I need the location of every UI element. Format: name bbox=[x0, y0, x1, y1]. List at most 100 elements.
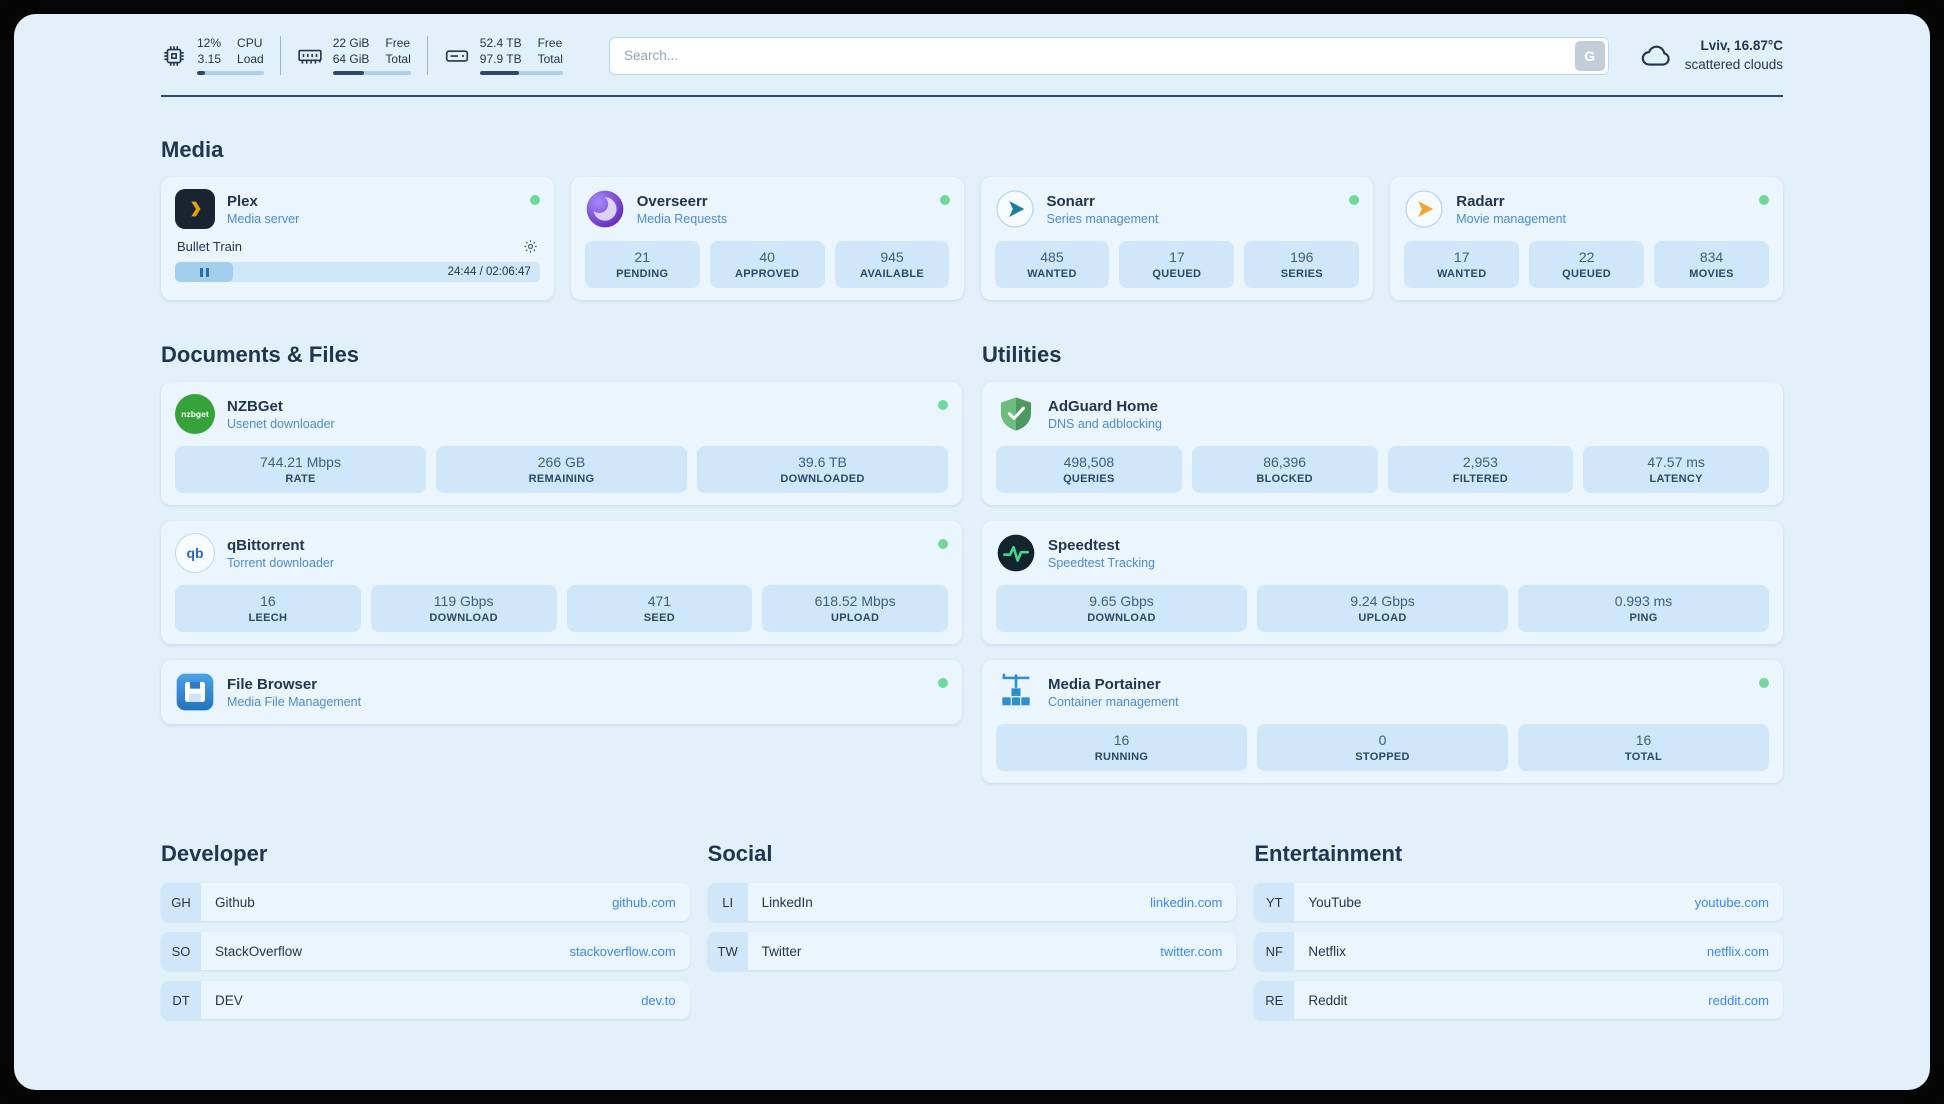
disk-label-1: Free bbox=[537, 36, 563, 50]
section-title-media: Media bbox=[161, 137, 224, 163]
service-card-portainer[interactable]: Media Portainer Container management 16 R… bbox=[982, 660, 1783, 784]
bookmark-group-developer: Developer GH Github github.com SO StackO… bbox=[161, 841, 690, 1020]
status-online-dot bbox=[938, 539, 948, 550]
stat-wanted: 17 WANTED bbox=[1404, 241, 1520, 289]
service-name: Speedtest bbox=[1048, 536, 1120, 554]
cpu-usage-value: 12% bbox=[197, 36, 222, 50]
section-title-documents: Documents & Files bbox=[161, 342, 360, 368]
cpu-chip-icon bbox=[164, 45, 184, 66]
service-name: File Browser bbox=[227, 675, 318, 693]
adguard-icon bbox=[996, 394, 1036, 434]
cpu-progress-bar bbox=[197, 71, 264, 76]
playback-time: 24:44 / 02:06:47 bbox=[447, 266, 531, 279]
twitter-abbr-icon: TW bbox=[707, 932, 748, 971]
cpu-label-2: Load bbox=[237, 51, 264, 66]
service-card-nzbget[interactable]: nzbget NZBGet Usenet downloader 744.21 M… bbox=[161, 382, 962, 506]
nzbget-icon: nzbget bbox=[175, 394, 215, 435]
service-subtitle: DNS and adblocking bbox=[1048, 416, 1162, 431]
pause-button[interactable] bbox=[175, 262, 234, 283]
now-playing-title: Bullet Train bbox=[177, 239, 243, 255]
stat-series: 196 SERIES bbox=[1244, 241, 1360, 289]
bookmark-linkedin[interactable]: LI LinkedIn linkedin.com bbox=[707, 883, 1237, 922]
service-card-filebrowser[interactable]: File Browser Media File Management bbox=[161, 660, 962, 725]
section-title-utilities: Utilities bbox=[982, 342, 1062, 368]
section-title-social: Social bbox=[707, 841, 773, 867]
dashboard-page: 12% CPU 3.15 Load 22 GiB Free bbox=[14, 14, 1930, 1090]
stat-downloaded: 39.6 TB DOWNLOADED bbox=[697, 446, 948, 494]
header-divider bbox=[161, 95, 1783, 98]
stat-filtered: 2,953 FILTERED bbox=[1387, 446, 1574, 494]
stat-running: 16 RUNNING bbox=[996, 724, 1247, 772]
service-subtitle: Speedtest Tracking bbox=[1048, 555, 1156, 570]
weather-location: Lviv, 16.87°C bbox=[1700, 38, 1783, 54]
service-card-adguard[interactable]: AdGuard Home DNS and adblocking 498,508 Q… bbox=[982, 382, 1783, 506]
service-name: NZBGet bbox=[227, 397, 283, 415]
disk-total-value: 97.9 TB bbox=[479, 51, 522, 66]
portainer-icon bbox=[996, 672, 1036, 712]
stat-upload: 9.24 Gbps UPLOAD bbox=[1257, 585, 1508, 633]
stat-seed: 471 SEED bbox=[566, 585, 753, 633]
service-subtitle: Media Requests bbox=[636, 211, 728, 226]
weather-condition: scattered clouds bbox=[1684, 56, 1783, 72]
bookmark-dev[interactable]: DT DEV dev.to bbox=[161, 981, 690, 1020]
stat-ping: 0.993 ms PING bbox=[1518, 585, 1769, 633]
status-online-dot bbox=[1759, 195, 1769, 206]
stat-queued: 17 QUEUED bbox=[1119, 241, 1235, 289]
service-card-plex[interactable]: Plex Media server Bullet Train bbox=[161, 177, 554, 301]
service-name: Radarr bbox=[1456, 192, 1505, 210]
now-playing-widget: Bullet Train 24:44 / 02:06:47 bbox=[175, 237, 540, 283]
search-input[interactable] bbox=[608, 36, 1609, 75]
service-subtitle: Movie management bbox=[1456, 211, 1567, 226]
bookmark-netflix[interactable]: NF Netflix netflix.com bbox=[1254, 932, 1783, 971]
ram-free-value: 22 GiB bbox=[332, 36, 370, 50]
status-online-dot bbox=[939, 195, 950, 206]
service-card-speedtest[interactable]: Speedtest Speedtest Tracking 9.65 Gbps DO… bbox=[982, 521, 1783, 645]
qbittorrent-icon: qb bbox=[175, 533, 215, 574]
bookmark-twitter[interactable]: TW Twitter twitter.com bbox=[707, 932, 1237, 971]
stat-available: 945 AVAILABLE bbox=[834, 241, 950, 289]
service-name: Media Portainer bbox=[1048, 675, 1161, 693]
ram-metric: 22 GiB Free 64 GiB Total bbox=[281, 36, 428, 76]
service-card-radarr[interactable]: Radarr Movie management 17 WANTED 22 QUEUE… bbox=[1390, 177, 1783, 301]
service-card-qbittorrent[interactable]: qb qBittorrent Torrent downloader 16 LEEC… bbox=[161, 521, 962, 645]
stat-leech: 16 LEECH bbox=[175, 585, 361, 633]
service-subtitle: Container management bbox=[1048, 694, 1179, 709]
stat-download: 9.65 Gbps DOWNLOAD bbox=[996, 585, 1247, 633]
stat-upload: 618.52 Mbps UPLOAD bbox=[762, 585, 948, 633]
stat-queued: 22 QUEUED bbox=[1529, 241, 1645, 289]
ram-total-value: 64 GiB bbox=[332, 51, 370, 66]
media-card-grid: Plex Media server Bullet Train bbox=[161, 177, 1783, 301]
status-online-dot bbox=[1759, 678, 1769, 689]
top-bar: 12% CPU 3.15 Load 22 GiB Free bbox=[161, 36, 1783, 76]
netflix-abbr-icon: NF bbox=[1254, 932, 1295, 971]
disk-progress-bar bbox=[479, 71, 563, 76]
google-search-button[interactable]: G bbox=[1574, 40, 1605, 71]
stackoverflow-abbr-icon: SO bbox=[161, 932, 201, 971]
stat-pending: 21 PENDING bbox=[584, 241, 700, 289]
stat-movies: 834 MOVIES bbox=[1654, 241, 1769, 289]
stat-download: 119 Gbps DOWNLOAD bbox=[370, 585, 557, 633]
service-card-sonarr[interactable]: Sonarr Series management 485 WANTED 17 QUE… bbox=[980, 177, 1374, 301]
memory-icon bbox=[298, 49, 322, 64]
bookmark-reddit[interactable]: RE Reddit reddit.com bbox=[1254, 981, 1783, 1020]
ram-progress-bar bbox=[332, 71, 411, 76]
stat-wanted: 485 WANTED bbox=[994, 241, 1110, 289]
sonarr-icon bbox=[995, 189, 1035, 229]
bookmark-github[interactable]: GH Github github.com bbox=[161, 883, 690, 922]
gear-icon[interactable] bbox=[523, 239, 538, 254]
stat-remaining: 266 GB REMAINING bbox=[436, 446, 687, 494]
overseerr-icon bbox=[585, 189, 625, 229]
bookmark-stackoverflow[interactable]: SO StackOverflow stackoverflow.com bbox=[161, 932, 690, 971]
bookmark-group-entertainment: Entertainment YT YouTube youtube.com NF … bbox=[1254, 841, 1783, 1020]
bookmark-youtube[interactable]: YT YouTube youtube.com bbox=[1254, 883, 1783, 922]
stat-total: 16 TOTAL bbox=[1518, 724, 1769, 772]
service-card-overseerr[interactable]: Overseerr Media Requests 21 PENDING 40 APP… bbox=[570, 177, 964, 301]
section-title-developer: Developer bbox=[161, 841, 268, 867]
service-subtitle: Torrent downloader bbox=[227, 555, 335, 570]
weather-widget[interactable]: Lviv, 16.87°C scattered clouds bbox=[1639, 37, 1783, 73]
disk-label-2: Total bbox=[537, 51, 563, 66]
stat-approved: 40 APPROVED bbox=[709, 241, 825, 289]
playback-progress-bar: 24:44 / 02:06:47 bbox=[175, 262, 540, 283]
status-online-dot bbox=[1349, 195, 1360, 206]
